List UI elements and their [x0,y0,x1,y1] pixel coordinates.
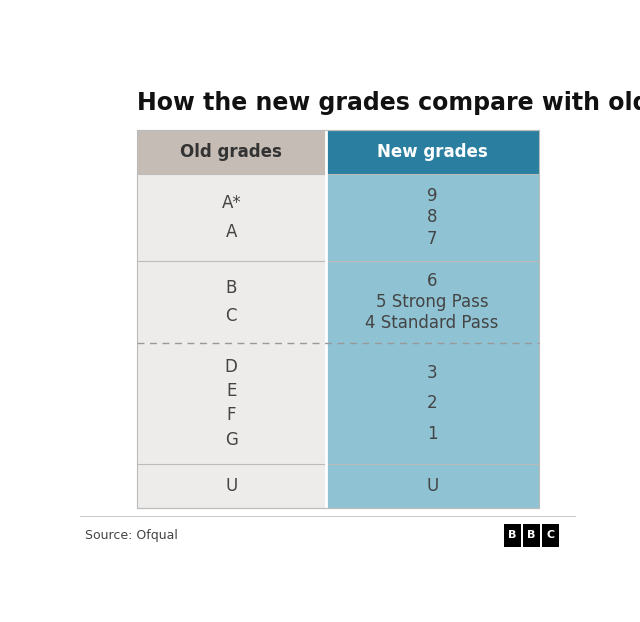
Text: B: B [225,279,237,297]
Text: 7: 7 [427,230,437,248]
Text: E: E [226,383,236,401]
Bar [523,524,540,547]
Bar [326,463,539,508]
Bar [504,524,521,547]
Text: C: C [546,531,554,541]
Text: A*: A* [221,194,241,212]
Text: 8: 8 [427,208,437,226]
Bar [542,524,559,547]
Text: 2: 2 [427,394,438,412]
Text: G: G [225,430,237,448]
Text: How the new grades compare with old ones: How the new grades compare with old ones [137,91,640,116]
Bar [137,130,326,174]
Text: 6: 6 [427,272,437,290]
Bar [326,174,539,261]
Bar [137,343,326,463]
Text: Old grades: Old grades [180,143,282,161]
Text: U: U [426,477,438,495]
Text: New grades: New grades [377,143,488,161]
Text: B: B [527,531,536,541]
Text: D: D [225,358,237,376]
Text: 3: 3 [427,364,438,383]
Bar [137,174,326,261]
Text: F: F [227,407,236,424]
Bar [326,343,539,463]
Bar [137,463,326,508]
Text: U: U [225,477,237,495]
Text: 1: 1 [427,425,438,443]
Text: 4 Standard Pass: 4 Standard Pass [365,313,499,332]
Text: C: C [225,307,237,325]
Text: B: B [508,531,516,541]
Bar [326,130,539,174]
Text: Source: Ofqual: Source: Ofqual [85,529,178,542]
Bar [137,261,326,343]
Text: A: A [225,223,237,241]
Text: 9: 9 [427,187,437,205]
Text: 5 Strong Pass: 5 Strong Pass [376,293,488,311]
Bar [326,261,539,343]
